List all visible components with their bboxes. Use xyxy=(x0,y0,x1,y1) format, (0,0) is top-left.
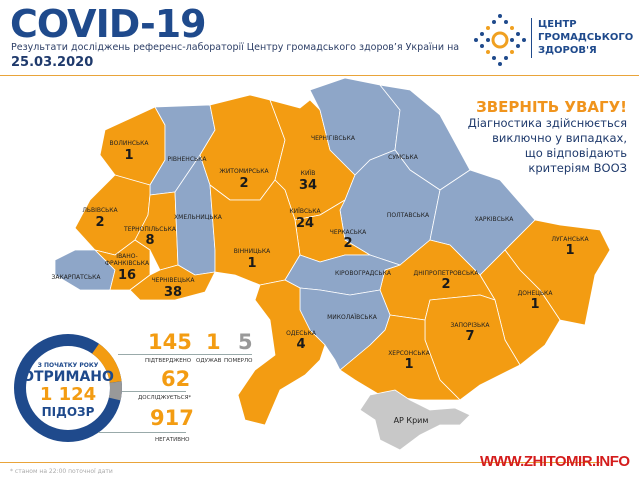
negative-value: 917 xyxy=(150,406,194,430)
divider xyxy=(118,354,252,355)
since-label: З ПОЧАТКУ РОКУ xyxy=(37,362,99,369)
region-label: ТЕРНОПІЛЬСЬКА xyxy=(124,226,176,233)
suspicions-donut xyxy=(14,334,122,442)
footnote: * станом на 22:00 поточної дати xyxy=(10,468,113,475)
confirmed-label: ПІДТВЕРДЖЕНО xyxy=(145,358,192,364)
region-label: МИКОЛАЇВСЬКА xyxy=(327,314,377,321)
region-count: 1 xyxy=(530,297,540,312)
region-label: ХАРКІВСЬКА xyxy=(474,216,514,223)
recovered-label: ОДУЖАВ xyxy=(196,358,222,364)
region-count: 2 xyxy=(239,176,249,191)
recovered-value: 1 xyxy=(206,330,221,354)
divider xyxy=(122,391,186,392)
died-value: 5 xyxy=(238,330,253,354)
suspicions-label: ПІДОЗР xyxy=(41,405,95,419)
region-count: 16 xyxy=(117,268,137,283)
notice-line: виключно у випадках, xyxy=(492,131,627,145)
region-label: КИЇВ xyxy=(300,170,316,177)
region-label: КІРОВОГРАДСЬКА xyxy=(335,270,391,277)
divider xyxy=(531,18,532,58)
testing-value: 62 xyxy=(161,367,191,391)
region-label: ПОЛТАВСЬКА xyxy=(386,212,430,219)
region-count: 1 xyxy=(124,148,134,163)
region-label: ЧЕРКАСЬКА xyxy=(329,229,367,236)
region-label: ОДЕСЬКА xyxy=(286,330,316,337)
region-label: СУМСЬКА xyxy=(388,154,418,161)
region-label: ІВАНО-ФРАНКІВСЬКА xyxy=(104,253,150,267)
region-label: ВОЛИНСЬКА xyxy=(109,140,149,147)
region-count: 34 xyxy=(298,178,318,193)
region-label: ЧЕРНІГІВСЬКА xyxy=(310,135,356,142)
divider xyxy=(0,462,600,463)
notice-heading: ЗВЕРНІТЬ УВАГУ! xyxy=(476,98,627,116)
region-label: ДОНЕЦЬКА xyxy=(517,290,553,297)
region-label: ХМЕЛЬНИЦЬКА xyxy=(174,214,222,221)
region-count: 38 xyxy=(163,285,183,300)
region-crimea xyxy=(359,389,471,451)
region-count: 24 xyxy=(295,216,315,231)
notice-line: що відповідають xyxy=(524,146,627,160)
logo-line: ЦЕНТР xyxy=(538,19,577,30)
testing-label: ДОСЛІДЖУЄТЬСЯ* xyxy=(138,395,192,401)
region-label: КИЇВСЬКА xyxy=(289,208,321,215)
subtitle: Результати досліджень референс-лаборатор… xyxy=(11,42,460,53)
region-count: 2 xyxy=(95,215,105,230)
notice-line: критеріям ВООЗ xyxy=(528,161,627,175)
died-label: ПОМЕРЛО xyxy=(224,358,253,364)
logo-line: ЗДОРОВ'Я xyxy=(538,45,597,56)
region-label: АР Крим xyxy=(393,416,429,425)
region-count: 2 xyxy=(343,236,353,251)
region-label: ЛУГАНСЬКА xyxy=(551,236,589,243)
watermark: WWW.ZHITOMIR.INFO xyxy=(480,453,630,470)
region-count: 4 xyxy=(296,337,306,352)
region-label: ЖИТОМИРСЬКА xyxy=(219,168,269,175)
notice: ЗВЕРНІТЬ УВАГУ! Діагностика здійснюється… xyxy=(468,98,627,176)
divider xyxy=(0,75,639,76)
region-count: 1 xyxy=(247,256,257,271)
confirmed-value: 145 xyxy=(148,330,192,354)
logo-line: ГРОМАДСЬКОГО xyxy=(538,32,634,43)
region-label: РІВНЕНСЬКА xyxy=(167,156,207,163)
logo-text: ЦЕНТР ГРОМАДСЬКОГО ЗДОРОВ'Я xyxy=(538,18,633,57)
page-title: COVID-19 xyxy=(10,2,207,46)
region-label: ВІННИЦЬКА xyxy=(233,248,271,255)
region-odesa xyxy=(237,279,326,426)
region-label: ЧЕРНІВЕЦЬКА xyxy=(151,277,195,284)
received-label: ОТРИМАНО xyxy=(22,369,114,385)
region-label: ХЕРСОНСЬКА xyxy=(388,350,430,357)
logo-icon xyxy=(474,14,526,66)
divider xyxy=(98,432,186,433)
region-label: ДНІПРОПЕТРОВСЬКА xyxy=(413,270,479,277)
total-suspicions: 1 124 xyxy=(39,384,97,405)
notice-line: Діагностика здійснюється xyxy=(467,116,627,130)
region-count: 1 xyxy=(565,243,575,258)
region-count: 2 xyxy=(441,277,451,292)
region-chernivtsi xyxy=(129,264,216,301)
region-label: ЛЬВІВСЬКА xyxy=(82,207,118,214)
donut-center: З ПОЧАТКУ РОКУ ОТРИМАНО 1 124 ПІДОЗР xyxy=(10,362,126,419)
negative-label: НЕГАТИВНО xyxy=(155,437,190,443)
report-date: 25.03.2020 xyxy=(11,55,94,70)
region-count: 7 xyxy=(465,329,475,344)
region-count: 8 xyxy=(145,233,155,248)
region-label: ЗАПОРІЗЬКА xyxy=(450,322,490,329)
region-label: ЗАКАРПАТСЬКА xyxy=(51,274,101,281)
region-count: 1 xyxy=(404,357,414,372)
